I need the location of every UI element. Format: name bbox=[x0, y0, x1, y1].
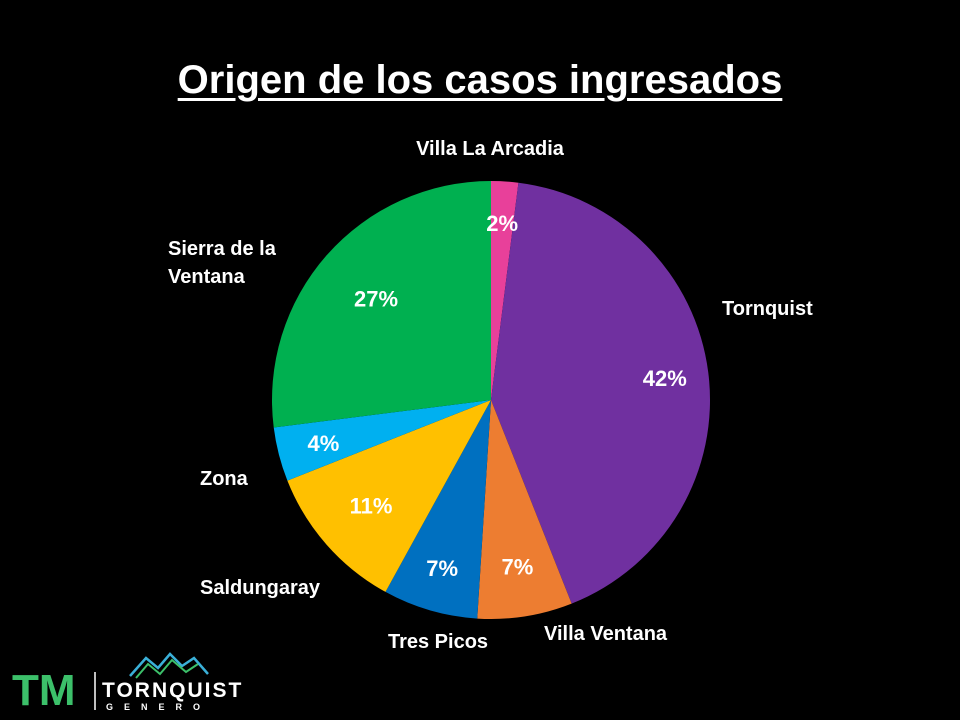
percent-label: 27% bbox=[354, 287, 398, 312]
category-label: Tres Picos bbox=[388, 631, 488, 653]
logo-name: TORNQUIST bbox=[102, 679, 242, 702]
pie-slice-tornquist bbox=[491, 182, 710, 604]
pie-slice-villa-ventana bbox=[477, 400, 572, 619]
percent-label: 7% bbox=[501, 555, 533, 580]
pie-slice-sierra-de-la-ventana bbox=[271, 180, 491, 428]
percent-labels: 2% 42% 7% 7% 11% 4% 27% bbox=[308, 211, 687, 581]
category-labels: Villa La Arcadia Tornquist Villa Ventana Tr… bbox=[168, 138, 813, 653]
mountain-icon bbox=[129, 652, 209, 679]
pie-slice-tres-picos bbox=[385, 400, 491, 619]
logo-initials: TM bbox=[12, 666, 76, 712]
pie-slice-zona bbox=[273, 400, 491, 481]
pie-slice-saldungaray bbox=[287, 400, 491, 592]
percent-label: 42% bbox=[643, 366, 687, 391]
percent-label: 2% bbox=[486, 211, 518, 236]
logo-subtitle: GENERO bbox=[106, 702, 211, 712]
percent-label: 11% bbox=[350, 494, 393, 519]
chart-title: Origen de los casos ingresados bbox=[177, 58, 783, 102]
category-label: Tornquist bbox=[722, 298, 813, 320]
category-label: Villa Ventana bbox=[544, 623, 668, 645]
category-label: Zona bbox=[200, 468, 249, 490]
percent-label: 4% bbox=[308, 431, 340, 456]
pie-slice-villa-la-arcadia bbox=[491, 181, 519, 400]
tornquist-genero-logo: TM TORNQUIST GENERO bbox=[12, 652, 242, 712]
category-label: Sierra de la Ventana bbox=[168, 238, 277, 288]
pie-slices bbox=[271, 180, 710, 619]
percent-label: 7% bbox=[426, 556, 458, 581]
category-label: Villa La Arcadia bbox=[416, 138, 565, 160]
category-label: Saldungaray bbox=[200, 577, 321, 599]
